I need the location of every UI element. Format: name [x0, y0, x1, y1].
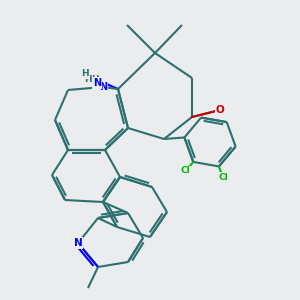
Text: Cl: Cl	[181, 167, 190, 176]
Text: N: N	[99, 82, 107, 92]
Text: H: H	[81, 70, 89, 79]
Text: H: H	[91, 74, 99, 83]
Text: Cl: Cl	[218, 173, 228, 182]
Text: O: O	[216, 105, 224, 115]
Text: N: N	[93, 78, 101, 88]
Text: N: N	[74, 238, 82, 248]
Text: H: H	[84, 74, 92, 83]
